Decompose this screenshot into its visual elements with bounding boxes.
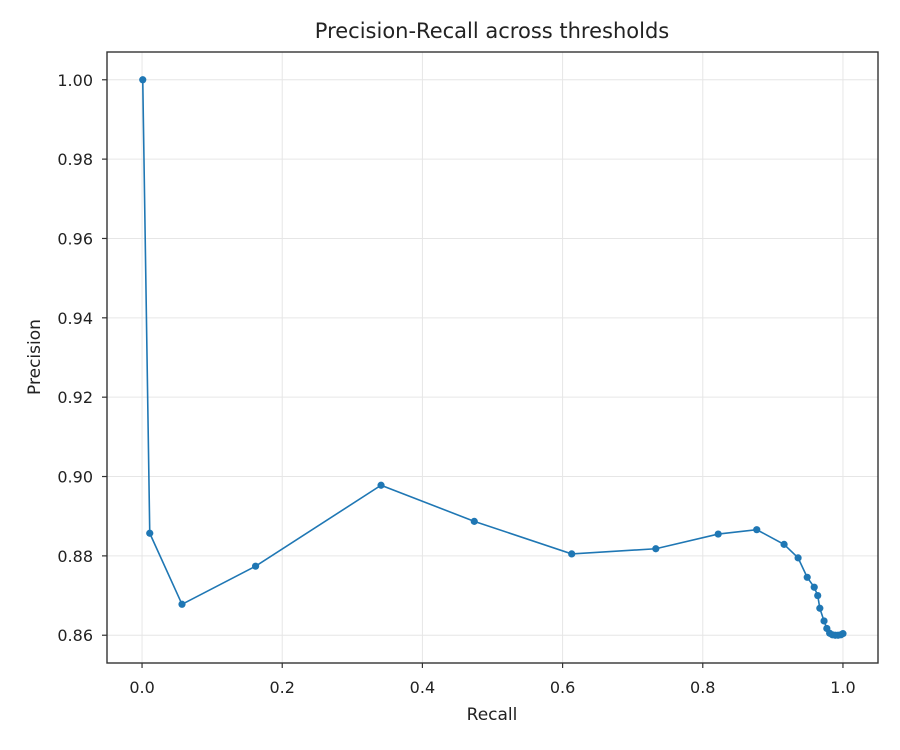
data-point: [714, 530, 722, 538]
x-tick-label: 0.8: [690, 678, 715, 697]
y-tick-label: 0.86: [57, 626, 93, 645]
data-point: [814, 591, 822, 600]
y-tick-label: 1.00: [57, 71, 93, 90]
x-tick-label: 1.0: [830, 678, 855, 697]
data-point: [753, 526, 761, 534]
series-group: [139, 76, 847, 639]
data-point: [803, 573, 811, 581]
y-tick-label: 0.90: [57, 468, 93, 487]
data-point: [652, 545, 660, 553]
data-point: [780, 540, 788, 548]
data-point: [839, 630, 847, 638]
chart-title: Precision-Recall across thresholds: [315, 19, 669, 43]
data-point: [251, 562, 260, 570]
data-point: [568, 550, 576, 558]
x-tick-label: 0.0: [129, 678, 154, 697]
data-point: [810, 583, 818, 591]
data-point: [470, 517, 478, 525]
y-tick-label: 0.94: [57, 309, 93, 328]
data-point: [820, 617, 828, 625]
plot-frame: [106, 51, 879, 664]
x-tick-label: 0.2: [270, 678, 295, 697]
x-tick-label: 0.6: [550, 678, 575, 697]
data-point: [794, 554, 802, 562]
data-point: [139, 76, 147, 84]
series-line: [141, 79, 844, 637]
y-tick-label: 0.88: [57, 547, 93, 566]
y-axis-label: Precision: [25, 319, 45, 395]
x-axis-label: Recall: [467, 705, 518, 725]
y-tick-label: 0.96: [57, 229, 93, 248]
data-point: [816, 604, 824, 612]
data-point: [146, 529, 154, 537]
y-axis-ticks: 0.86 0.88 0.90 0.92 0.94 0.96 0.98 1.00: [57, 71, 107, 645]
x-axis-ticks: 0.0 0.2 0.4 0.6 0.8 1.0: [129, 663, 856, 697]
x-tick-label: 0.4: [410, 678, 435, 697]
data-point: [178, 600, 186, 608]
data-point: [377, 481, 385, 489]
y-tick-label: 0.98: [57, 150, 93, 169]
grid: [107, 52, 878, 663]
y-tick-label: 0.92: [57, 388, 93, 407]
